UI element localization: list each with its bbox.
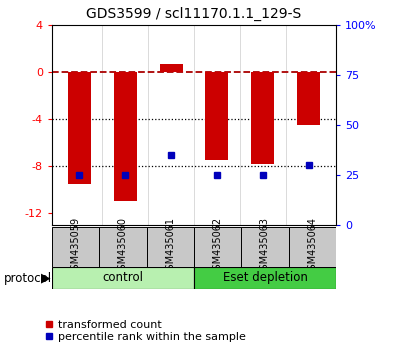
Text: ▶: ▶ bbox=[41, 272, 51, 285]
Bar bbox=[68, 72, 91, 184]
Title: GDS3599 / scl11170.1.1_129-S: GDS3599 / scl11170.1.1_129-S bbox=[86, 7, 302, 21]
Bar bbox=[241, 227, 289, 267]
Bar bbox=[206, 72, 228, 160]
Bar bbox=[194, 227, 241, 267]
Text: protocol: protocol bbox=[4, 272, 52, 285]
Text: Eset depletion: Eset depletion bbox=[222, 272, 308, 284]
Text: GSM435059: GSM435059 bbox=[71, 217, 81, 276]
Text: GSM435060: GSM435060 bbox=[118, 217, 128, 276]
Bar bbox=[251, 72, 274, 164]
Text: GSM435064: GSM435064 bbox=[307, 217, 317, 276]
Text: GSM435061: GSM435061 bbox=[165, 217, 175, 276]
Bar bbox=[114, 72, 137, 201]
Legend: transformed count, percentile rank within the sample: transformed count, percentile rank withi… bbox=[46, 320, 246, 342]
Bar bbox=[147, 227, 194, 267]
Text: GSM435063: GSM435063 bbox=[260, 217, 270, 276]
Bar bbox=[52, 227, 99, 267]
Bar bbox=[99, 227, 147, 267]
Text: GSM435062: GSM435062 bbox=[213, 217, 223, 276]
Bar bbox=[297, 72, 320, 125]
Text: control: control bbox=[102, 272, 144, 284]
Bar bbox=[52, 267, 194, 289]
Bar bbox=[160, 64, 182, 72]
Bar bbox=[194, 267, 336, 289]
Bar bbox=[289, 227, 336, 267]
